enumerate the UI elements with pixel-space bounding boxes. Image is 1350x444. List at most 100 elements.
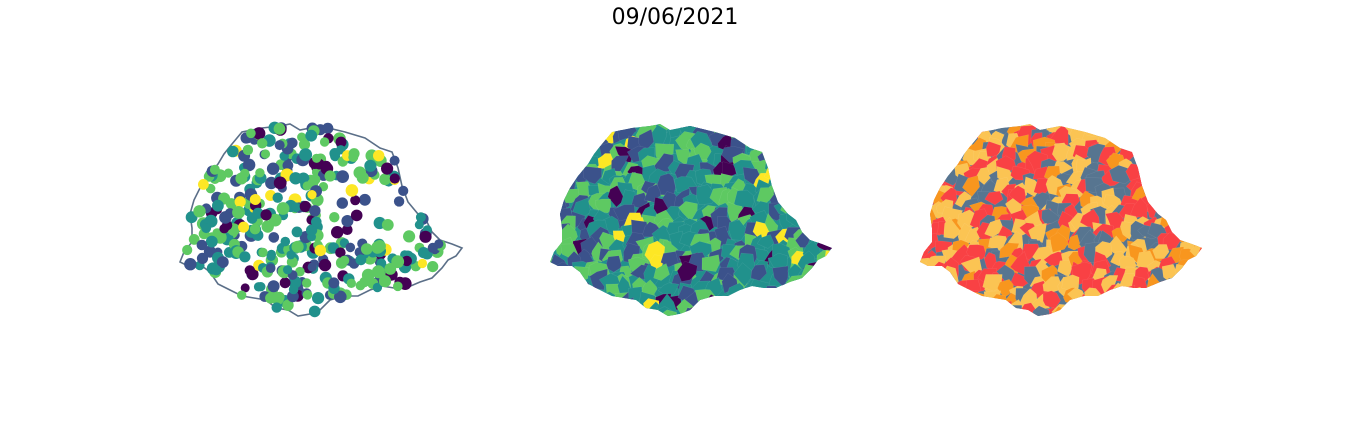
region xyxy=(1203,227,1210,245)
municipality-point xyxy=(307,190,317,200)
municipality-point xyxy=(306,224,318,236)
municipality-point xyxy=(322,122,334,134)
region xyxy=(1150,128,1169,146)
region xyxy=(1113,124,1132,141)
region xyxy=(700,303,720,316)
region xyxy=(703,306,719,316)
municipality-point xyxy=(242,158,256,172)
region xyxy=(1155,176,1175,192)
region xyxy=(1187,129,1202,153)
municipality-point xyxy=(291,226,303,238)
region xyxy=(984,190,1004,206)
municipality-point xyxy=(419,230,432,243)
municipality-point xyxy=(359,276,370,288)
region xyxy=(920,171,934,194)
region xyxy=(772,313,793,316)
region xyxy=(948,294,966,313)
region xyxy=(1139,149,1160,167)
region xyxy=(796,300,819,316)
region xyxy=(1096,124,1115,135)
region xyxy=(1151,283,1171,303)
region xyxy=(1062,301,1084,316)
region xyxy=(1149,170,1165,188)
region xyxy=(1179,132,1199,151)
region xyxy=(790,133,808,154)
region xyxy=(557,155,575,172)
region xyxy=(568,148,589,168)
municipality-point xyxy=(273,176,287,190)
region xyxy=(1083,124,1103,132)
region xyxy=(978,296,999,316)
region xyxy=(550,151,559,168)
region xyxy=(1160,124,1177,133)
region xyxy=(1176,168,1198,185)
municipality-point xyxy=(298,138,311,151)
region xyxy=(657,282,680,296)
region xyxy=(1200,176,1202,198)
region xyxy=(788,285,805,309)
municipality-point xyxy=(302,290,313,300)
region xyxy=(550,155,564,174)
municipality-point xyxy=(328,277,340,289)
municipality-point xyxy=(350,195,361,206)
municipality-point xyxy=(265,263,276,273)
municipality-point xyxy=(314,244,327,257)
region xyxy=(1182,163,1202,183)
region xyxy=(611,124,635,128)
region xyxy=(830,177,832,195)
region xyxy=(1176,204,1193,227)
region xyxy=(768,124,791,142)
municipality-point xyxy=(249,223,261,235)
region xyxy=(920,156,939,174)
region xyxy=(1167,197,1183,217)
region xyxy=(1197,239,1202,261)
municipality-point xyxy=(331,226,344,239)
municipality-point xyxy=(235,172,248,185)
region xyxy=(798,136,818,159)
region xyxy=(949,304,969,316)
region xyxy=(993,300,1013,316)
region xyxy=(575,298,595,313)
region xyxy=(937,296,957,316)
region xyxy=(949,127,969,146)
municipality-point xyxy=(288,284,299,295)
region xyxy=(568,297,590,312)
region xyxy=(563,131,585,151)
region xyxy=(605,297,622,316)
region xyxy=(696,184,717,206)
region xyxy=(920,147,931,165)
region xyxy=(1141,124,1161,132)
municipality-point xyxy=(266,162,280,175)
region xyxy=(920,265,939,285)
region xyxy=(607,185,625,208)
region xyxy=(795,287,820,312)
region xyxy=(1165,138,1183,161)
region xyxy=(1178,140,1198,158)
region xyxy=(1138,285,1159,305)
region xyxy=(788,167,811,188)
region xyxy=(717,293,737,315)
region xyxy=(570,313,590,316)
municipality-point xyxy=(182,244,193,256)
municipality-point xyxy=(291,240,304,253)
municipality-point xyxy=(260,209,272,221)
region xyxy=(728,219,749,241)
municipality-point xyxy=(216,256,229,268)
region xyxy=(756,234,775,249)
region xyxy=(569,124,590,141)
region xyxy=(1138,304,1158,316)
region xyxy=(943,216,962,239)
region xyxy=(985,311,1004,316)
municipality-point xyxy=(321,160,332,172)
region xyxy=(962,175,980,197)
municipality-point xyxy=(268,232,280,243)
region xyxy=(1198,258,1202,275)
municipality-point xyxy=(346,278,356,288)
municipality-point xyxy=(242,144,254,156)
region xyxy=(1196,279,1202,296)
region xyxy=(821,124,832,128)
region xyxy=(595,198,612,214)
region xyxy=(756,187,775,204)
region xyxy=(1197,188,1202,211)
region xyxy=(975,166,992,185)
